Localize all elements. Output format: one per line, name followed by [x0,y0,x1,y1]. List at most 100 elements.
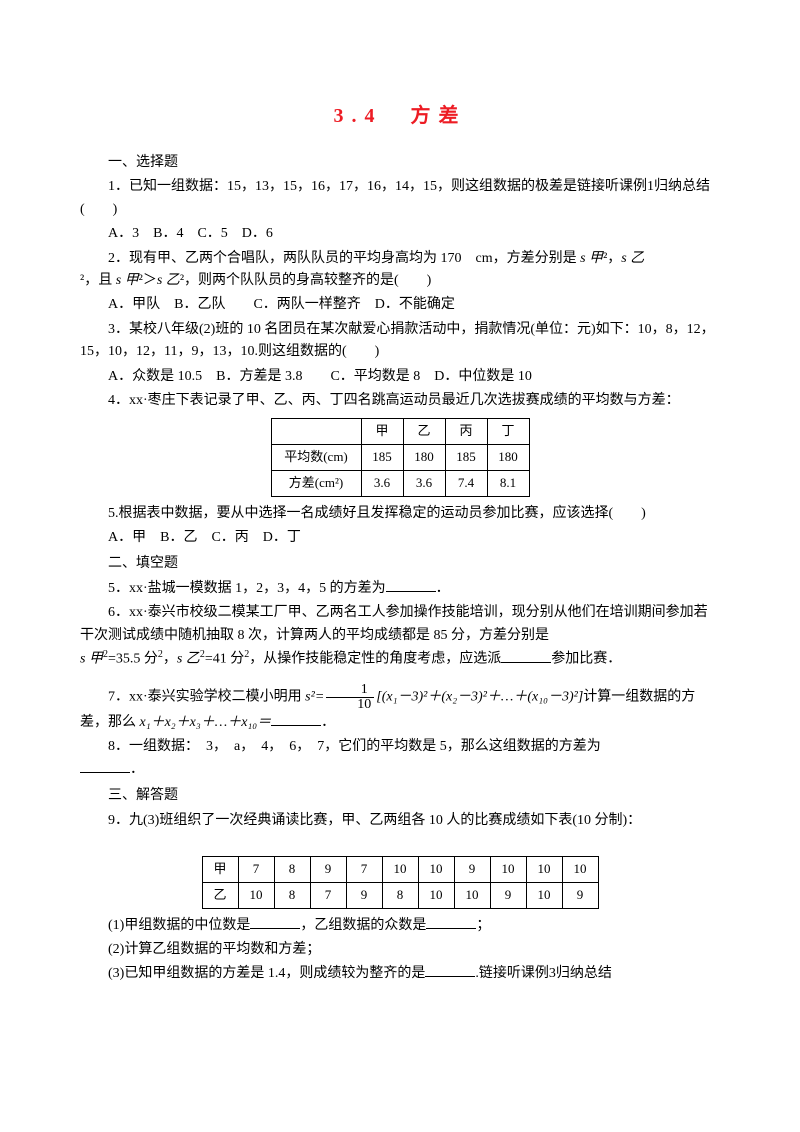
blank-field [271,712,321,726]
q6-line2: s 甲2=35.5 分2，s 乙2=41 分2，从操作技能稳定性的角度考虑，应选… [80,647,720,671]
table-cell: 8 [382,882,418,908]
table-1: 甲 乙 丙 丁 平均数(cm) 185 180 185 180 方差(cm²) … [271,418,530,496]
table-row: 方差(cm²) 3.6 3.6 7.4 8.1 [271,470,529,496]
q5-options: A．甲 B．乙 C．丙 D．丁 [80,527,720,549]
q3-options: A．众数是 10.5 B．方差是 3.8 C．平均数是 8 D．中位数是 10 [80,366,720,388]
q9-1a: (1)甲组数据的中位数是 [108,918,250,933]
table-cell: 7 [310,882,346,908]
q5a-text: 5.根据表中数据，要从中选择一名成绩好且发挥稳定的运动员参加比赛，应该选择( ) [80,503,720,525]
table-row: 甲 乙 丙 丁 [271,419,529,445]
s-jia: s 甲 [580,251,603,266]
period3: ． [130,762,144,777]
table-cell: 10 [490,857,526,883]
q5b-text: 5．xx·盐城一模数据 1，2，3，4，5 的方差为 ． [80,578,720,600]
table-row: 甲 7 8 9 7 10 10 9 10 10 10 [202,857,598,883]
section-2-header: 二、填空题 [80,553,720,575]
table-2: 甲 7 8 9 7 10 10 9 10 10 10 乙 10 8 7 9 8 … [202,856,599,909]
q8-text: 8．一组数据： 3， a， 4， 6， 7，它们的平均数是 5，那么这组数据的方… [80,736,720,758]
blank-field [250,915,300,929]
s2: s²= [305,690,324,705]
table-cell [271,419,361,445]
q2-text: 2．现有甲、乙两个合唱队，两队队员的平均身高均为 170 cm，方差分别是 s … [80,248,720,270]
q9-1b: ，乙组数据的众数是 [300,918,426,933]
q2-options: A．甲队 B．乙队 C．两队一样整齐 D．不能确定 [80,294,720,316]
q6-text: 6．xx·泰兴市校级二模某工厂甲、乙两名工人参加操作技能培训，现分别从他们在培训… [80,602,720,647]
q4-text: 4．xx·枣庄下表记录了甲、乙、丙、丁四名跳高运动员最近几次选拔赛成绩的平均数与… [80,390,720,412]
s-jia3: s 甲 [80,652,103,667]
xsum: x₁＋x₂＋x₃＋…＋x₁₀＝ [140,715,272,730]
q3-text: 3．某校八年级(2)班的 10 名团员在某次献爱心捐款活动中，捐款情况(单位：元… [80,319,720,364]
blank-field [426,915,476,929]
period: ． [436,581,450,596]
table-cell: 8 [274,857,310,883]
q2-part-a: 2．现有甲、乙两个合唱队，两队队员的平均身高均为 170 cm，方差分别是 [108,251,580,266]
table-cell: 3.6 [403,470,445,496]
blank-field [386,578,436,592]
q1-text: 1．已知一组数据：15，13，15，16，17，16，14，15，则这组数据的极… [80,176,720,221]
table-cell: 185 [361,445,403,471]
table-cell: 丁 [487,419,529,445]
table-cell: 10 [382,857,418,883]
table-cell: 9 [562,882,598,908]
table-cell: 7 [238,857,274,883]
q8a: 8．一组数据： 3， a， 4， 6， 7，它们的平均数是 5，那么这组数据的方… [108,739,601,754]
q9-2: (2)计算乙组数据的平均数和方差； [80,939,720,961]
table-cell: 180 [487,445,529,471]
table-cell: 10 [562,857,598,883]
s-yi2: s 乙 [157,273,180,288]
q2-mid3: ²＞ [139,273,157,288]
q2-line2: ²，且 s 甲²＞s 乙²，则两个队队员的身高较整齐的是( ) [80,270,720,292]
table-cell: 乙 [202,882,238,908]
q2-part-b: ，则两个队队员的身高较整齐的是( ) [184,273,431,288]
s-jia2: s 甲 [116,273,139,288]
q1-options: A．3 B．4 C．5 D．6 [80,223,720,245]
s-yi: s 乙 [621,251,644,266]
table-cell: 9 [454,857,490,883]
q5b-text-span: 5．xx·盐城一模数据 1，2，3，4，5 的方差为 [108,581,386,596]
q9-text: 9．九(3)班组织了一次经典诵读比赛，甲、乙两组各 10 人的比赛成绩如下表(1… [80,810,720,832]
formula-br: [(x₁－3)²＋(x₂－3)²＋…＋(x₁₀－3)²] [376,690,583,705]
q9-3: (3)已知甲组数据的方差是 1.4，则成绩较为整齐的是 .链接听课例3归纳总结 [80,963,720,985]
blank-field [425,963,475,977]
q9-3a: (3)已知甲组数据的方差是 1.4，则成绩较为整齐的是 [108,966,425,981]
s-yi3: s 乙 [177,652,200,667]
table-cell: 8 [274,882,310,908]
table-cell: 3.6 [361,470,403,496]
table-cell: 9 [310,857,346,883]
table-cell: 10 [418,882,454,908]
q7a: 7．xx·泰兴实验学校二模小明用 [108,690,305,705]
q6b: ，从操作技能稳定性的角度考虑，应选派 [249,652,501,667]
table-cell: 方差(cm²) [271,470,361,496]
section-3-header: 三、解答题 [80,785,720,807]
table-cell: 8.1 [487,470,529,496]
table-cell: 乙 [403,419,445,445]
q9-3b: .链接听课例3归纳总结 [475,966,612,981]
table-cell: 180 [403,445,445,471]
jia-val: =35.5 分 [108,652,158,667]
q7-text: 7．xx·泰兴实验学校二模小明用 s²=110[(x₁－3)²＋(x₂－3)²＋… [80,683,720,734]
table-cell: 9 [346,882,382,908]
table-cell: 10 [418,857,454,883]
q2-mid: ²， [603,251,621,266]
q9-1c: ； [476,918,490,933]
yi-val: =41 分 [205,652,244,667]
table-cell: 甲 [202,857,238,883]
frac-num: 1 [326,683,374,698]
blank-field [80,759,130,773]
table-cell: 10 [238,882,274,908]
table-cell: 丙 [445,419,487,445]
q6c: 参加比赛． [551,652,621,667]
frac-den: 10 [326,698,374,712]
period2: ． [321,715,335,730]
table-row: 乙 10 8 7 9 8 10 10 9 10 9 [202,882,598,908]
table-cell: 10 [526,882,562,908]
page-title: 3.4 方差 [80,100,720,132]
table-cell: 10 [454,882,490,908]
table-cell: 10 [526,857,562,883]
table-row: 平均数(cm) 185 180 185 180 [271,445,529,471]
q9-1: (1)甲组数据的中位数是 ，乙组数据的众数是 ； [80,915,720,937]
table-cell: 甲 [361,419,403,445]
section-1-header: 一、选择题 [80,152,720,174]
table-cell: 9 [490,882,526,908]
table-cell: 185 [445,445,487,471]
